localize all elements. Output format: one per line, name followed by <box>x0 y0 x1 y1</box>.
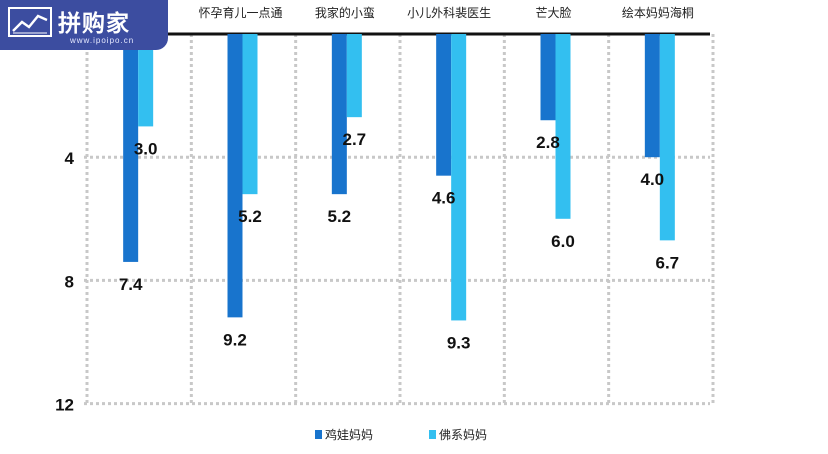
legend-swatch <box>315 430 322 439</box>
bar <box>540 34 556 121</box>
y-tick-label: 12 <box>55 396 74 415</box>
bar <box>242 34 258 195</box>
category-label: 我家的小蛮 <box>315 5 375 20</box>
bar <box>451 34 467 321</box>
data-label: 4.6 <box>432 189 456 208</box>
bar <box>123 34 139 262</box>
y-tick-label: 8 <box>65 272 74 291</box>
legend-label: 鸡娃妈妈 <box>325 427 373 442</box>
y-tick-label: 4 <box>65 149 75 168</box>
chart-logo-icon <box>8 7 52 37</box>
bar <box>331 34 347 195</box>
bar <box>346 34 362 118</box>
category-labels: 大全怀孕育儿一点通我家的小蛮小儿外科裴医生芒大脸绘本妈妈海桐 <box>124 5 694 20</box>
data-label: 5.2 <box>328 207 352 226</box>
category-label: 怀孕育儿一点通 <box>198 5 282 20</box>
legend-label: 佛系妈妈 <box>439 428 487 442</box>
data-label: 9.2 <box>223 330 247 349</box>
bar <box>138 34 154 127</box>
value-labels: 7.4 3.0 9.2 5.2 5.2 2.7 4.6 9.3 2.8 6.0 4.0 6.7 <box>119 130 679 352</box>
legend-swatch <box>429 430 436 439</box>
logo-name: 拼购家 <box>58 11 130 37</box>
data-label: 5.2 <box>238 207 262 226</box>
data-label: 4.0 <box>641 170 665 189</box>
bars <box>123 34 675 321</box>
bar <box>659 34 675 241</box>
logo: 拼购家 www.ipoipo.cn <box>0 0 168 50</box>
data-label: 7.4 <box>119 275 143 294</box>
data-label: 6.0 <box>551 232 575 251</box>
data-label: 9.3 <box>447 333 471 352</box>
data-label: 6.7 <box>656 253 680 272</box>
legend: 鸡娃妈妈 佛系妈妈 <box>315 427 487 442</box>
category-label: 芒大脸 <box>535 5 571 20</box>
data-label: 2.7 <box>343 130 367 149</box>
category-label: 小儿外科裴医生 <box>407 5 491 20</box>
bar <box>227 34 243 318</box>
bar <box>644 34 660 158</box>
gridlines <box>84 34 715 406</box>
data-label: 2.8 <box>536 133 560 152</box>
logo-url: www.ipoipo.cn <box>70 36 135 45</box>
data-label: 3.0 <box>134 139 158 158</box>
y-tick-labels: 4 8 12 <box>55 149 74 414</box>
bar <box>555 34 571 219</box>
category-label: 绘本妈妈海桐 <box>622 5 694 20</box>
bar <box>436 34 452 176</box>
